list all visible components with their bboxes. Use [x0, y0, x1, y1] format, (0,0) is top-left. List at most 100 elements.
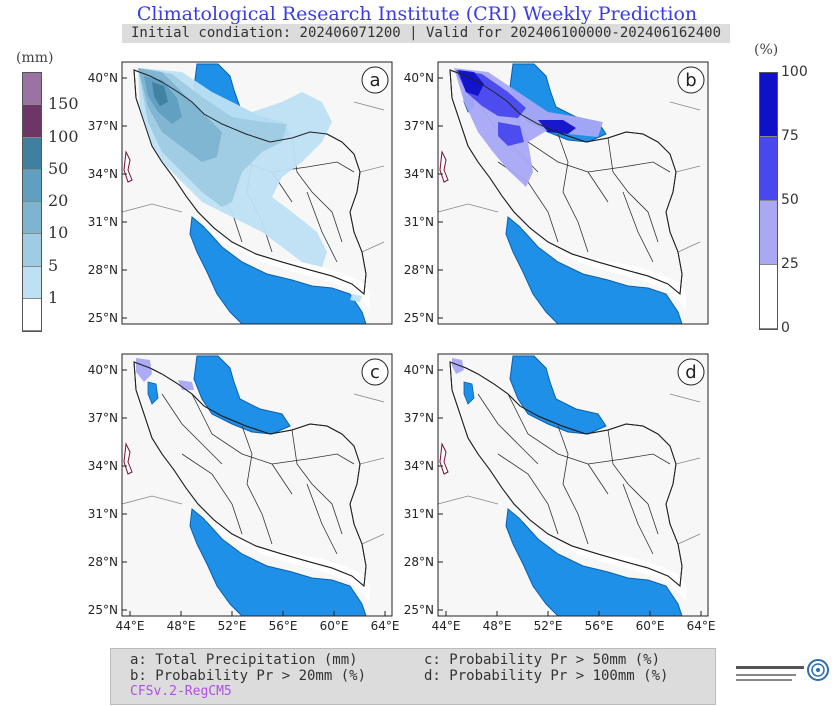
lon-label: 52°E [218, 619, 247, 633]
right-colorbar-level: 100 [781, 64, 808, 80]
country-border [449, 69, 683, 295]
right-colorbar-segment [760, 73, 777, 137]
lat-label: 31°N [404, 507, 434, 521]
country-border [449, 361, 683, 587]
lat-label: 28°N [88, 555, 118, 569]
right-colorbar [759, 72, 778, 330]
lat-label: 37°N [88, 119, 118, 133]
country-border [133, 361, 367, 587]
lon-label: 44°E [432, 619, 461, 633]
left-colorbar-unit: (mm) [16, 50, 54, 66]
lon-label: 48°E [167, 619, 196, 633]
left-colorbar-level: 100 [48, 126, 79, 146]
panel-label-circle [361, 66, 389, 94]
lat-label: 40°N [404, 71, 434, 85]
lat-label: 40°N [404, 363, 434, 377]
map-frame [437, 61, 709, 325]
lat-label: 34°N [404, 167, 434, 181]
panel-label-circle [677, 358, 705, 386]
shading-area [152, 82, 168, 106]
map-panel-a: 40°N 37°N 34°N 31°N 28°N 25°N a [88, 61, 393, 325]
map-panel-d: 40°N 37°N 34°N 31°N 28°N 25°N 44°E 48°E 52°E 56°E… [404, 353, 716, 633]
lat-label: 34°N [88, 167, 118, 181]
lat-label: 40°N [88, 71, 118, 85]
shading-area [458, 70, 484, 96]
shading-area [498, 122, 524, 146]
left-colorbar-segment [23, 105, 41, 138]
right-colorbar-level: 50 [781, 192, 799, 208]
right-colorbar-segment [760, 201, 777, 265]
lon-label: 48°E [483, 619, 512, 633]
left-colorbar-segment [23, 298, 41, 331]
left-colorbar-level: 150 [48, 94, 79, 114]
panel-label: d [685, 362, 696, 383]
lat-label: 40°N [88, 363, 118, 377]
left-colorbar-segment [23, 137, 41, 170]
lat-label: 31°N [88, 215, 118, 229]
page-title: Climatological Research Institute (CRI) … [136, 3, 698, 25]
lat-label: 31°N [404, 215, 434, 229]
lat-label: 25°N [88, 311, 118, 325]
lat-label: 37°N [404, 119, 434, 133]
right-colorbar-level: 0 [781, 320, 790, 336]
lon-label: 64°E [371, 619, 400, 633]
lat-label: 37°N [88, 411, 118, 425]
legend-c: c: Probability Pr > 50mm (%) [424, 652, 661, 668]
lon-label: 56°E [269, 619, 298, 633]
legend-b: b: Probability Pr > 20mm (%) [130, 668, 367, 684]
panel-label-circle [677, 66, 705, 94]
model-name: CFSv.2-RegCM5 [130, 684, 232, 699]
lon-label: 64°E [687, 619, 716, 633]
lon-label: 56°E [585, 619, 614, 633]
shading-area [538, 120, 576, 134]
legend-box [110, 648, 716, 705]
lat-label: 37°N [404, 411, 434, 425]
map-panel-c: 40°N 37°N 34°N 31°N 28°N 25°N 44°E 48°E 52°E 56°E… [88, 353, 400, 633]
country-border [133, 69, 367, 295]
shading-area [350, 294, 362, 302]
right-colorbar-unit: (%) [754, 42, 779, 58]
legend-d: d: Probability Pr > 100mm (%) [424, 668, 669, 684]
left-colorbar-segment [23, 73, 41, 106]
shading-area [178, 380, 194, 390]
left-colorbar-level: 1 [48, 287, 59, 307]
lon-label: 60°E [636, 619, 665, 633]
left-colorbar-level: 5 [48, 255, 59, 275]
left-colorbar-segment [23, 169, 41, 202]
lat-label: 25°N [88, 603, 118, 617]
map-frame [121, 353, 393, 617]
left-colorbar [22, 72, 42, 332]
lat-label: 25°N [404, 311, 434, 325]
left-colorbar-level: 50 [48, 158, 69, 178]
lat-label: 28°N [404, 555, 434, 569]
lon-label: 44°E [116, 619, 145, 633]
right-colorbar-level: 75 [781, 128, 799, 144]
right-colorbar-segment [760, 137, 777, 201]
right-colorbar-segment [760, 265, 777, 329]
left-colorbar-segment [23, 202, 41, 235]
lat-label: 28°N [88, 263, 118, 277]
lat-label: 34°N [88, 459, 118, 473]
page-subtitle: Initial condiation: 202406071200 | Valid… [122, 24, 730, 43]
map-panel-b: 40°N 37°N 34°N 31°N 28°N 25°N b [404, 61, 709, 325]
lat-label: 28°N [404, 263, 434, 277]
cri-logo-icon [736, 659, 829, 681]
lat-label: 25°N [404, 603, 434, 617]
lat-label: 31°N [88, 507, 118, 521]
map-frame [437, 353, 709, 617]
right-colorbar-level: 25 [781, 256, 799, 272]
left-colorbar-level: 20 [48, 191, 69, 210]
left-colorbar-segment [23, 266, 41, 299]
left-colorbar-level: 10 [48, 223, 69, 243]
lon-label: 52°E [534, 619, 563, 633]
legend-a: a: Total Precipitation (mm) [130, 652, 358, 668]
panel-label: a [369, 70, 380, 91]
lat-label: 34°N [404, 459, 434, 473]
shading-area [452, 358, 464, 374]
map-frame [121, 61, 393, 325]
panel-label: c [370, 362, 380, 383]
panel-label: b [685, 70, 696, 91]
panel-label-circle [361, 358, 389, 386]
lon-label: 60°E [320, 619, 349, 633]
